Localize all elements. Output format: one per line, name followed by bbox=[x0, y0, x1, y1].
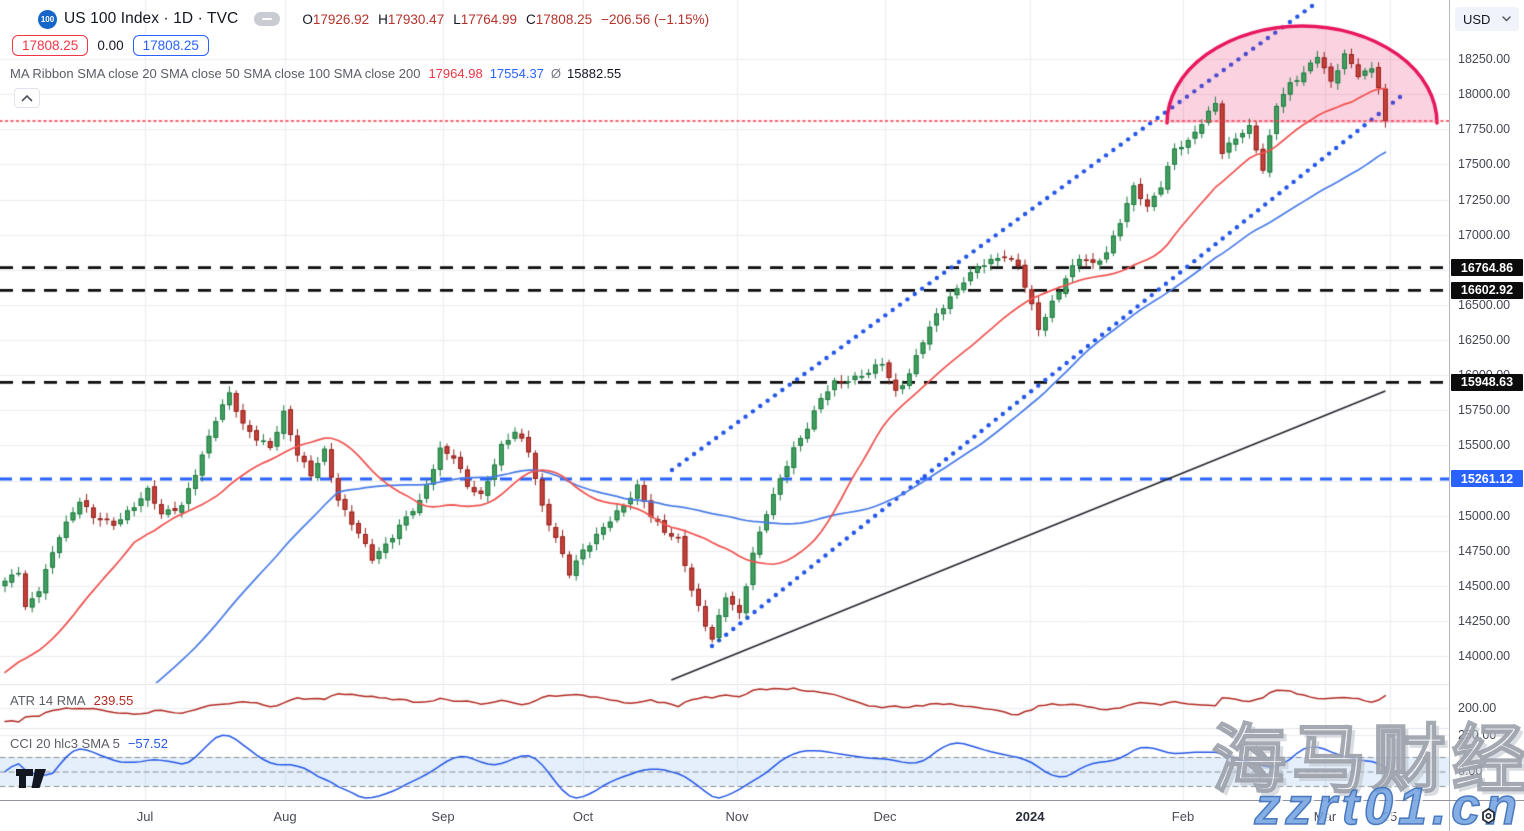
cci-value: −57.52 bbox=[127, 736, 168, 751]
time-axis-label: Jul bbox=[136, 809, 154, 824]
time-axis-label: 2024 bbox=[1015, 809, 1045, 824]
open-value: 17926.92 bbox=[312, 11, 370, 27]
price-tick-label: 14750.00 bbox=[1458, 543, 1511, 558]
axis-separator bbox=[0, 800, 1524, 801]
change-value: −206.56 (−1.15%) bbox=[601, 11, 710, 27]
symbol-logo-icon: 100 bbox=[38, 9, 57, 29]
collapse-legend-button[interactable] bbox=[14, 88, 40, 108]
cci-legend[interactable]: CCI 20 hlc3 SMA 5 −57.52 bbox=[10, 736, 168, 751]
time-axis-label: Dec bbox=[873, 809, 897, 824]
atr-scale-label: 200.00 bbox=[1458, 701, 1497, 715]
price-level-badge[interactable]: 16602.92 bbox=[1451, 281, 1523, 299]
high-value: 17930.47 bbox=[387, 11, 445, 27]
sma-avg-value: 15882.55 bbox=[567, 66, 622, 81]
cci-scale-label: 0.00 bbox=[1458, 764, 1483, 778]
currency-dropdown[interactable]: USD bbox=[1455, 7, 1519, 31]
cci-scale-label: 250.00 bbox=[1458, 728, 1497, 742]
atr-legend[interactable]: ATR 14 RMA 239.55 bbox=[10, 693, 133, 708]
sma50-value: 17554.37 bbox=[489, 66, 544, 81]
sma20-value: 17964.98 bbox=[428, 66, 483, 81]
settings-gear-icon[interactable] bbox=[1479, 807, 1498, 831]
price-tick-label: 17000.00 bbox=[1458, 227, 1511, 242]
price-tick-label: 15000.00 bbox=[1458, 508, 1511, 523]
time-axis-label: Nov bbox=[725, 809, 749, 824]
atr-label: ATR 14 RMA bbox=[10, 693, 86, 708]
price-tick-label: 15750.00 bbox=[1458, 403, 1511, 418]
price-tick-label: 16250.00 bbox=[1458, 333, 1511, 347]
time-axis-label: Oct bbox=[572, 809, 594, 824]
price-tick-label: 14500.00 bbox=[1458, 578, 1511, 593]
time-axis-label: 25 bbox=[1382, 809, 1398, 824]
low-value: 17764.99 bbox=[460, 11, 518, 27]
price-tick-label: 17750.00 bbox=[1458, 122, 1511, 137]
spread-value: 0.00 bbox=[97, 38, 124, 53]
average-symbol: Ø bbox=[550, 66, 562, 81]
price-level-badge[interactable]: 15261.12 bbox=[1451, 470, 1523, 488]
time-axis-label: Aug bbox=[273, 809, 297, 824]
atr-value: 239.55 bbox=[93, 693, 134, 708]
ma-ribbon-label: MA Ribbon SMA close 20 SMA close 50 SMA … bbox=[10, 66, 421, 81]
price-tick-label: 14000.00 bbox=[1458, 649, 1511, 664]
price-scale[interactable]: USD 18250.00 18000.00 17750.00 17500.00 1725… bbox=[1449, 0, 1524, 831]
buy-price-tag[interactable]: 17808.25 bbox=[132, 35, 209, 56]
currency-label: USD bbox=[1463, 11, 1491, 27]
symbol-title[interactable]: US 100 Index · 1D · TVC bbox=[64, 10, 239, 27]
price-level-badge[interactable]: 16764.86 bbox=[1451, 259, 1523, 277]
price-tick-label: 16500.00 bbox=[1458, 297, 1511, 312]
ma-ribbon-legend[interactable]: MA Ribbon SMA close 20 SMA close 50 SMA … bbox=[10, 66, 621, 81]
price-tick-label: 15500.00 bbox=[1458, 438, 1511, 453]
time-axis[interactable]: Jul Aug Sep Oct Nov Dec 2024 Feb Mar 25 bbox=[0, 801, 1449, 831]
cci-label: CCI 20 hlc3 SMA 5 bbox=[10, 736, 120, 751]
ohlc-values: O17926.92 H17930.47 L17764.99 C17808.25 … bbox=[302, 11, 710, 27]
time-axis-label: Mar bbox=[1313, 809, 1337, 824]
price-tick-label: 17500.00 bbox=[1458, 157, 1511, 172]
time-axis-label: Feb bbox=[1171, 809, 1195, 824]
sell-price-tag[interactable]: 17808.25 bbox=[12, 35, 89, 56]
chevron-down-icon bbox=[1502, 16, 1511, 22]
price-tick-label: 18250.00 bbox=[1458, 52, 1511, 66]
price-level-badge[interactable]: 15948.63 bbox=[1451, 373, 1523, 391]
tradingview-logo-icon[interactable] bbox=[16, 769, 46, 794]
price-tick-label: 17250.00 bbox=[1458, 192, 1511, 207]
chart-canvas[interactable] bbox=[0, 0, 1449, 801]
symbol-row: 100 US 100 Index · 1D · TVC O17926.92 H1… bbox=[38, 8, 709, 30]
close-value: 17808.25 bbox=[535, 11, 593, 27]
hide-indicator-icon[interactable] bbox=[254, 12, 281, 26]
price-tick-label: 18000.00 bbox=[1458, 87, 1511, 102]
time-axis-label: Sep bbox=[431, 809, 455, 824]
price-tags-row: 17808.25 0.00 17808.25 bbox=[12, 35, 209, 56]
price-tick-label: 14250.00 bbox=[1458, 614, 1511, 628]
chevron-up-icon bbox=[21, 94, 33, 102]
